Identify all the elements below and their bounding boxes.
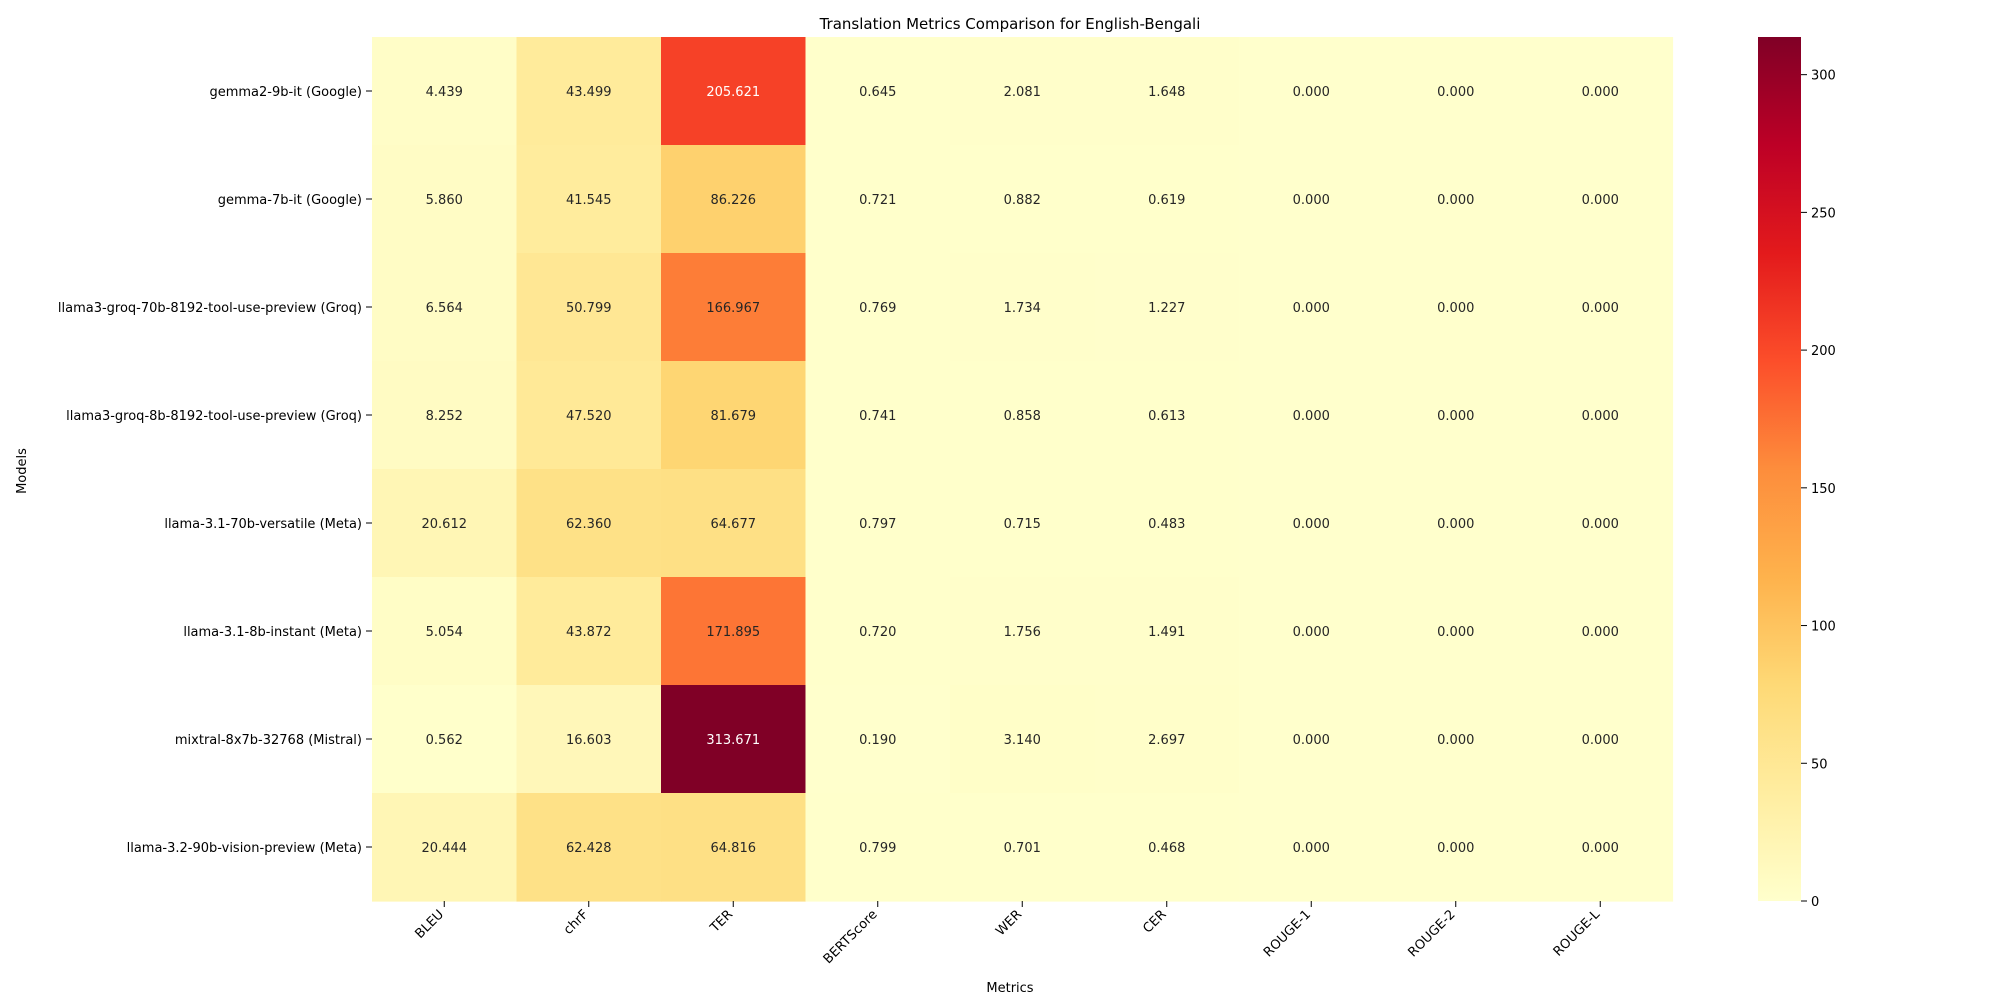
cell-value-label: 16.603 [566, 733, 612, 748]
cell-value-label: 313.671 [706, 733, 760, 748]
cell-value-label: 205.621 [706, 85, 760, 100]
cell-value-label: 0.000 [1582, 301, 1619, 316]
colorbar-tick-label: 0 [1811, 895, 1819, 910]
cell-value-label: 43.499 [566, 85, 612, 100]
cell-value-label: 0.000 [1293, 625, 1330, 640]
cell-value-label: 5.860 [426, 193, 463, 208]
cell-value-label: 1.491 [1148, 625, 1185, 640]
cell-value-label: 0.799 [859, 841, 896, 856]
cell-value-label: 41.545 [566, 193, 612, 208]
cell-value-label: 0.000 [1293, 85, 1330, 100]
chart-title: Translation Metrics Comparison for Engli… [819, 15, 1201, 33]
y-tick-label: gemma-7b-it (Google) [218, 193, 362, 208]
cell-value-label: 0.000 [1582, 625, 1619, 640]
cell-value-label: 6.564 [426, 301, 463, 316]
cell-value-label: 0.190 [859, 733, 896, 748]
cell-value-label: 0.769 [859, 301, 896, 316]
cell-value-label: 0.715 [1004, 517, 1041, 532]
cell-value-label: 62.428 [566, 841, 612, 856]
cell-value-label: 0.000 [1437, 841, 1474, 856]
y-axis-label: Models [15, 448, 30, 494]
cell-value-label: 5.054 [426, 625, 463, 640]
cell-value-label: 64.816 [711, 841, 757, 856]
cell-value-label: 0.000 [1437, 517, 1474, 532]
cell-value-label: 0.000 [1293, 733, 1330, 748]
cell-value-label: 0.000 [1582, 733, 1619, 748]
cell-value-label: 0.000 [1582, 409, 1619, 424]
cell-value-label: 0.000 [1582, 193, 1619, 208]
colorbar-tick-label: 100 [1811, 620, 1836, 635]
cell-value-label: 86.226 [711, 193, 757, 208]
cell-value-label: 8.252 [426, 409, 463, 424]
colorbar-tick-label: 300 [1811, 69, 1836, 84]
cell-value-label: 166.967 [706, 301, 760, 316]
cell-value-label: 2.697 [1148, 733, 1185, 748]
y-tick-label: llama-3.2-90b-vision-preview (Meta) [127, 841, 362, 856]
y-tick-label: llama3-groq-8b-8192-tool-use-preview (Gr… [66, 409, 362, 424]
x-axis-label: Metrics [986, 981, 1033, 996]
cell-value-label: 62.360 [566, 517, 612, 532]
cell-value-label: 81.679 [711, 409, 757, 424]
cell-value-label: 43.872 [566, 625, 612, 640]
cell-value-label: 0.000 [1582, 517, 1619, 532]
cell-value-label: 0.000 [1293, 517, 1330, 532]
cell-value-label: 0.645 [859, 85, 896, 100]
colorbar-tick-label: 200 [1811, 344, 1836, 359]
y-tick-label: llama-3.1-8b-instant (Meta) [183, 625, 362, 640]
cell-value-label: 4.439 [426, 85, 463, 100]
cell-value-label: 0.701 [1004, 841, 1041, 856]
cell-value-label: 1.734 [1004, 301, 1041, 316]
cell-value-label: 0.000 [1293, 193, 1330, 208]
y-tick-label: llama3-groq-70b-8192-tool-use-preview (G… [58, 301, 362, 316]
cell-value-label: 0.000 [1293, 301, 1330, 316]
cell-value-label: 1.756 [1004, 625, 1041, 640]
cell-value-label: 0.720 [859, 625, 896, 640]
cell-value-label: 0.613 [1148, 409, 1185, 424]
cell-value-label: 0.000 [1437, 193, 1474, 208]
colorbar-tick-label: 250 [1811, 206, 1836, 221]
colorbar-tick-label: 150 [1811, 482, 1836, 497]
y-tick-label: mixtral-8x7b-32768 (Mistral) [175, 733, 362, 748]
cell-value-label: 0.000 [1437, 85, 1474, 100]
colorbar-tick-label: 50 [1811, 757, 1828, 772]
y-tick-label: gemma2-9b-it (Google) [209, 85, 362, 100]
cell-value-label: 1.227 [1148, 301, 1185, 316]
cell-value-label: 1.648 [1148, 85, 1185, 100]
cell-value-label: 0.721 [859, 193, 896, 208]
cell-value-label: 47.520 [566, 409, 612, 424]
cell-value-label: 0.000 [1293, 409, 1330, 424]
cell-value-label: 0.562 [426, 733, 463, 748]
cell-value-label: 0.741 [859, 409, 896, 424]
cell-value-label: 20.612 [422, 517, 468, 532]
cell-value-label: 0.858 [1004, 409, 1041, 424]
cell-value-label: 0.000 [1437, 733, 1474, 748]
cell-value-label: 0.000 [1293, 841, 1330, 856]
cell-value-label: 0.797 [859, 517, 896, 532]
cell-value-label: 0.882 [1004, 193, 1041, 208]
cell-value-label: 0.000 [1437, 409, 1474, 424]
cell-value-label: 0.000 [1582, 841, 1619, 856]
cell-value-label: 0.000 [1582, 85, 1619, 100]
heatmap-cells: 4.439 43.499 205.621 0.645 2.081 1.648 0.000 0.… [372, 37, 1673, 902]
colorbar-scale [1758, 37, 1801, 901]
cell-value-label: 171.895 [706, 625, 760, 640]
cell-value-label: 64.677 [711, 517, 757, 532]
cell-value-label: 2.081 [1004, 85, 1041, 100]
y-tick-label: llama-3.1-70b-versatile (Meta) [164, 517, 362, 532]
cell-value-label: 50.799 [566, 301, 612, 316]
cell-value-label: 0.000 [1437, 301, 1474, 316]
cell-value-label: 0.483 [1148, 517, 1185, 532]
cell-value-label: 0.468 [1148, 841, 1185, 856]
cell-value-label: 20.444 [422, 841, 468, 856]
cell-value-label: 0.000 [1437, 625, 1474, 640]
cell-value-label: 3.140 [1004, 733, 1041, 748]
cell-value-label: 0.619 [1148, 193, 1185, 208]
